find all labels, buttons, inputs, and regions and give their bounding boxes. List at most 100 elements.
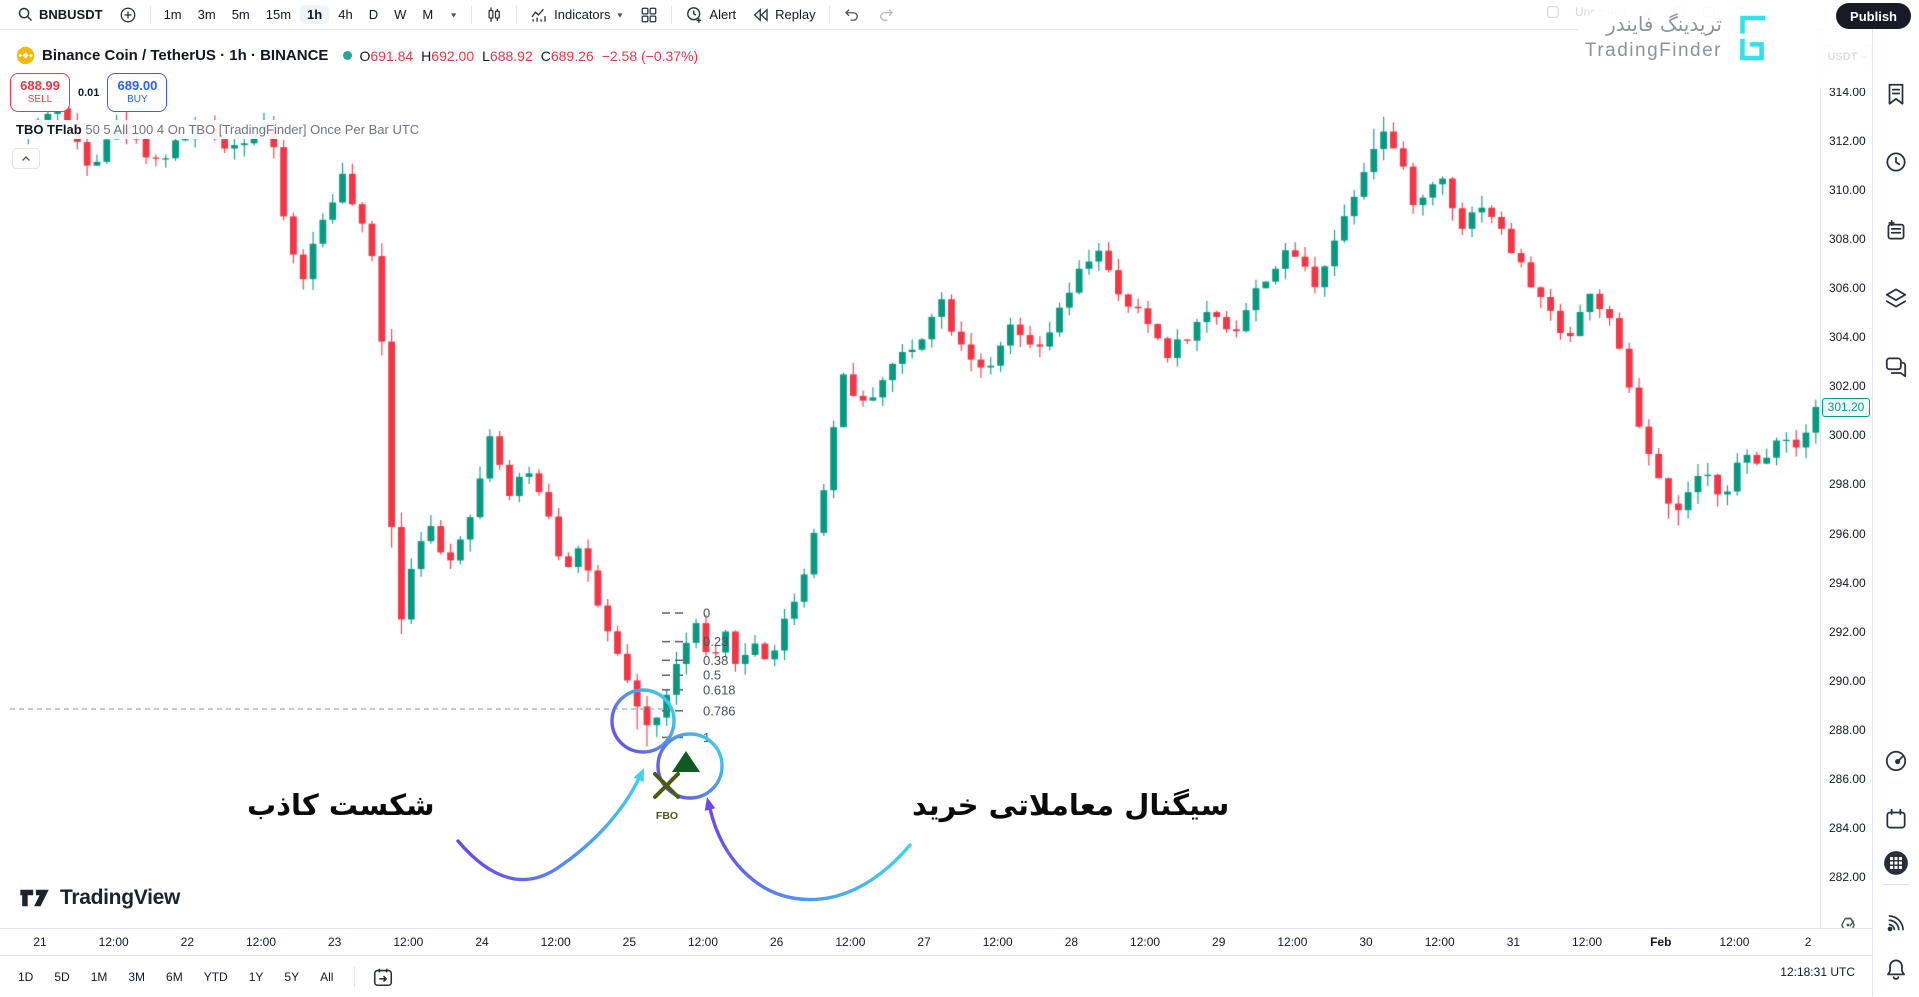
range-button-5Y[interactable]: 5Y bbox=[284, 969, 300, 984]
chart-style-button[interactable] bbox=[478, 3, 510, 27]
time-tick-label: 28 bbox=[1064, 935, 1079, 949]
redo-icon bbox=[879, 8, 893, 21]
interval-dropdown-chevron-icon[interactable]: ▼ bbox=[449, 10, 459, 19]
time-tick-label: 12:00 bbox=[1719, 935, 1750, 949]
current-price-tag: 301.20 bbox=[1822, 397, 1870, 417]
range-button-YTD[interactable]: YTD bbox=[203, 969, 228, 984]
symbol-search-button[interactable]: BNBUSDT bbox=[10, 3, 110, 27]
price-tick-label: 282.00 bbox=[1829, 869, 1866, 884]
sidebar-calendar-icon[interactable] bbox=[1883, 806, 1909, 832]
sidebar-notifications-icon[interactable] bbox=[1883, 956, 1909, 982]
sidebar-gauge-icon[interactable] bbox=[1883, 748, 1909, 774]
time-axis[interactable]: 21 12:00 22 12:00 23 12:00 24 12:00 25 12:00 26 12:… bbox=[0, 928, 1872, 956]
time-tick-label: 12:00 bbox=[98, 935, 129, 949]
indicator-legend-row[interactable]: TBO TFlab 50 5 All 100 4 On TBO [Trading… bbox=[10, 120, 426, 139]
time-tick-label: 12:00 bbox=[540, 935, 571, 949]
checkbox-icon bbox=[1547, 6, 1559, 18]
range-button-All[interactable]: All bbox=[320, 969, 334, 984]
interval-button-3m[interactable]: 3m bbox=[197, 7, 216, 22]
market-status-dot-icon[interactable] bbox=[343, 51, 353, 60]
timezone-clock[interactable]: 12:18:31 UTC bbox=[1780, 965, 1855, 979]
tradingview-logo[interactable]: TradingView bbox=[18, 886, 180, 910]
symbol-title[interactable]: Binance Coin / TetherUS · 1h · BINANCE bbox=[42, 47, 328, 64]
range-button-5D[interactable]: 5D bbox=[54, 969, 70, 984]
price-tick-label: 312.00 bbox=[1829, 134, 1866, 149]
sidebar-apps-icon[interactable] bbox=[1883, 850, 1909, 876]
compare-add-button[interactable] bbox=[112, 3, 144, 27]
ohlc-item: O691.84 bbox=[359, 47, 414, 64]
interval-button-15m[interactable]: 15m bbox=[265, 7, 292, 22]
price-tick-label: 298.00 bbox=[1829, 477, 1866, 492]
publish-button[interactable]: Publish bbox=[1836, 3, 1911, 29]
interval-button-4h[interactable]: 4h bbox=[338, 7, 353, 22]
sidebar-watchlist-icon[interactable] bbox=[1883, 81, 1909, 107]
publish-label: Publish bbox=[1850, 8, 1897, 24]
ohlc-item: C689.26 bbox=[540, 47, 594, 64]
range-button-1Y[interactable]: 1Y bbox=[248, 969, 264, 984]
toolbar-divider bbox=[671, 5, 673, 24]
interval-button-5m[interactable]: 5m bbox=[231, 7, 250, 22]
sell-button[interactable]: 688.99 SELL bbox=[10, 73, 70, 112]
undo-button[interactable] bbox=[836, 3, 868, 27]
sidebar-notes-icon[interactable] bbox=[1883, 217, 1909, 243]
layout-grid-button[interactable] bbox=[633, 3, 665, 27]
range-button-6M[interactable]: 6M bbox=[166, 969, 183, 984]
time-tick-label: 12:00 bbox=[688, 935, 719, 949]
interval-button-1m[interactable]: 1m bbox=[163, 7, 182, 22]
time-tick-label: 30 bbox=[1359, 935, 1373, 949]
sell-label: SELL bbox=[27, 94, 53, 106]
buy-label: BUY bbox=[127, 94, 148, 106]
watermark-english-label: TradingFinder bbox=[1584, 40, 1722, 61]
price-tick-label: 302.00 bbox=[1829, 379, 1866, 394]
sidebar-alerts-clock-icon[interactable] bbox=[1883, 149, 1909, 175]
sidebar-broadcast-icon[interactable] bbox=[1883, 910, 1909, 936]
time-tick-label: 12:00 bbox=[1130, 935, 1161, 949]
legend-symbol-row: Binance Coin / TetherUS · 1h · BINANCE O… bbox=[10, 44, 705, 67]
tradingfinder-logo-icon bbox=[1740, 15, 1766, 61]
interval-button-D[interactable]: D bbox=[368, 7, 379, 22]
price-tick-label: 308.00 bbox=[1829, 232, 1866, 247]
redo-button[interactable] bbox=[870, 3, 902, 27]
candlestick-chart[interactable] bbox=[0, 29, 1820, 928]
sidebar-object-tree-icon[interactable] bbox=[1883, 285, 1909, 311]
time-tick-label: 12:00 bbox=[835, 935, 866, 949]
price-axis[interactable]: USDT 314.00312.00310.00308.00306.00304.0… bbox=[1820, 29, 1873, 932]
ohlc-item: L688.92 bbox=[482, 47, 533, 64]
time-tick-label: 12:00 bbox=[1277, 935, 1308, 949]
candlestick-icon bbox=[488, 7, 501, 22]
sidebar-divider bbox=[1882, 884, 1910, 885]
chevron-up-icon bbox=[22, 155, 30, 161]
price-tick-label: 314.00 bbox=[1829, 85, 1866, 99]
interval-button-1h[interactable]: 1h bbox=[300, 5, 330, 24]
price-tick-label: 310.00 bbox=[1829, 183, 1866, 198]
time-tick-label: 25 bbox=[622, 935, 637, 949]
legend-collapse-button[interactable] bbox=[12, 148, 40, 169]
go-to-date-calendar-icon[interactable] bbox=[372, 966, 394, 988]
toolbar-divider bbox=[471, 5, 473, 24]
interval-button-M[interactable]: M bbox=[422, 7, 434, 22]
ohlc-item: H692.00 bbox=[421, 47, 475, 64]
tradingview-logo-icon bbox=[20, 889, 49, 907]
alert-clock-icon bbox=[687, 7, 702, 23]
price-tick-label: 286.00 bbox=[1829, 771, 1866, 786]
indicators-button[interactable]: Indicators ▼ bbox=[523, 3, 631, 27]
plus-circle-icon bbox=[120, 7, 135, 22]
interval-button-W[interactable]: W bbox=[394, 7, 407, 22]
indicator-title: TBO TFlab bbox=[16, 122, 82, 137]
range-button-1D[interactable]: 1D bbox=[18, 969, 34, 984]
range-button-1M[interactable]: 1M bbox=[90, 969, 108, 984]
undo-icon bbox=[844, 8, 858, 21]
time-tick-label: 12:00 bbox=[1572, 935, 1603, 949]
buy-button[interactable]: 689.00 BUY bbox=[107, 73, 168, 112]
time-tick-label: Feb bbox=[1650, 935, 1672, 949]
sidebar-chat-icon[interactable] bbox=[1883, 353, 1909, 379]
replay-button[interactable]: Replay bbox=[745, 3, 822, 27]
ohlc-values: O691.84 H692.00 L688.92 C689.26 −2.58 (−0.37… bbox=[359, 48, 698, 64]
alert-button[interactable]: Alert bbox=[678, 3, 743, 27]
interval-group: 1m 3m 5m 15m 1h 4h D W M bbox=[157, 5, 441, 24]
time-tick-label: 26 bbox=[770, 935, 784, 949]
range-button-3M[interactable]: 3M bbox=[128, 969, 146, 984]
replay-label: Replay bbox=[775, 7, 816, 22]
price-tick-label: 304.00 bbox=[1829, 330, 1866, 345]
grid-layout-icon bbox=[642, 7, 657, 22]
